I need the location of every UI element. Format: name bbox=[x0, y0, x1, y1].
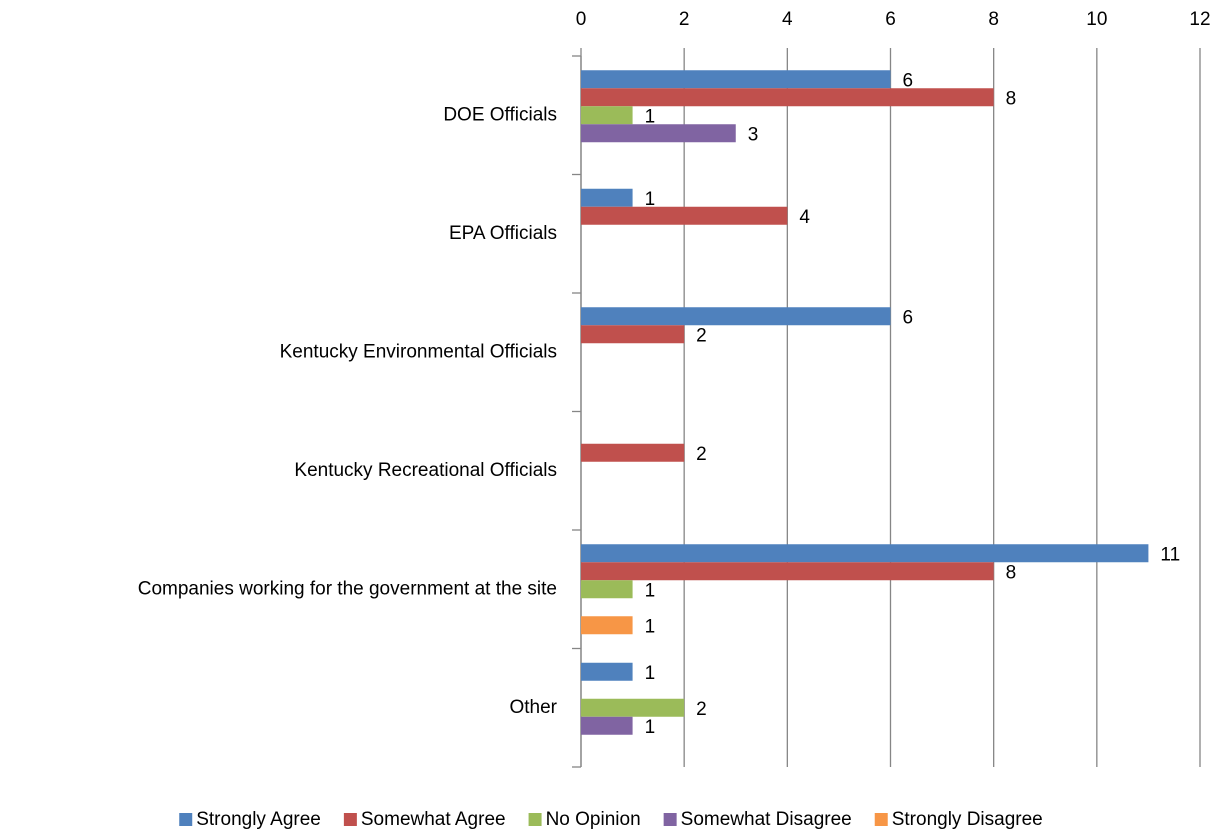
y-tick-label: Kentucky Recreational Officials bbox=[294, 460, 557, 481]
data-label: 4 bbox=[799, 207, 810, 228]
bar bbox=[581, 662, 633, 681]
data-label: 6 bbox=[903, 307, 914, 328]
bar bbox=[581, 616, 633, 635]
bar bbox=[581, 580, 633, 599]
legend-swatch bbox=[179, 813, 193, 826]
bar bbox=[581, 716, 633, 735]
legend-swatch bbox=[528, 813, 542, 826]
legend-label: No Opinion bbox=[546, 809, 641, 830]
legend-label: Strongly Disagree bbox=[892, 809, 1043, 830]
bar bbox=[581, 124, 736, 143]
bar bbox=[581, 188, 633, 207]
bar bbox=[581, 70, 891, 89]
x-tick-label: 4 bbox=[782, 9, 793, 30]
bar bbox=[581, 325, 685, 344]
data-label: 2 bbox=[696, 699, 707, 720]
data-label: 1 bbox=[645, 663, 656, 684]
data-label: 1 bbox=[645, 616, 656, 637]
data-label: 1 bbox=[645, 189, 656, 210]
data-label: 1 bbox=[645, 717, 656, 738]
legend-swatch bbox=[663, 813, 677, 826]
data-label: 1 bbox=[645, 106, 656, 127]
data-label: 6 bbox=[903, 70, 914, 91]
x-tick-label: 2 bbox=[679, 9, 690, 30]
bar bbox=[581, 88, 994, 107]
data-label: 8 bbox=[1006, 88, 1017, 109]
data-label: 2 bbox=[696, 325, 707, 346]
data-label: 11 bbox=[1160, 544, 1180, 565]
bar bbox=[581, 206, 788, 225]
x-tick-label: 8 bbox=[988, 9, 999, 30]
legend-label: Strongly Agree bbox=[196, 809, 321, 830]
data-label: 1 bbox=[645, 580, 656, 601]
bar bbox=[581, 443, 685, 462]
legend-swatch bbox=[343, 813, 357, 826]
legend-label: Somewhat Disagree bbox=[681, 809, 852, 830]
bar bbox=[581, 544, 1149, 563]
legend-label: Somewhat Agree bbox=[361, 809, 506, 830]
y-tick-label: Kentucky Environmental Officials bbox=[280, 341, 557, 362]
bar bbox=[581, 106, 633, 125]
bar bbox=[581, 562, 994, 581]
data-label: 3 bbox=[748, 124, 759, 145]
data-label: 2 bbox=[696, 444, 707, 465]
y-tick-label: EPA Officials bbox=[449, 223, 557, 244]
x-tick-label: 6 bbox=[885, 9, 896, 30]
x-tick-label: 10 bbox=[1086, 9, 1107, 30]
y-tick-label: Companies working for the government at … bbox=[138, 578, 557, 599]
x-tick-label: 0 bbox=[576, 9, 587, 30]
bar bbox=[581, 307, 891, 326]
bar bbox=[581, 698, 685, 717]
y-tick-label: Other bbox=[509, 697, 557, 718]
data-label: 8 bbox=[1006, 562, 1017, 583]
legend-swatch bbox=[874, 813, 888, 826]
x-tick-label: 12 bbox=[1189, 9, 1210, 30]
y-tick-label: DOE Officials bbox=[443, 104, 557, 125]
